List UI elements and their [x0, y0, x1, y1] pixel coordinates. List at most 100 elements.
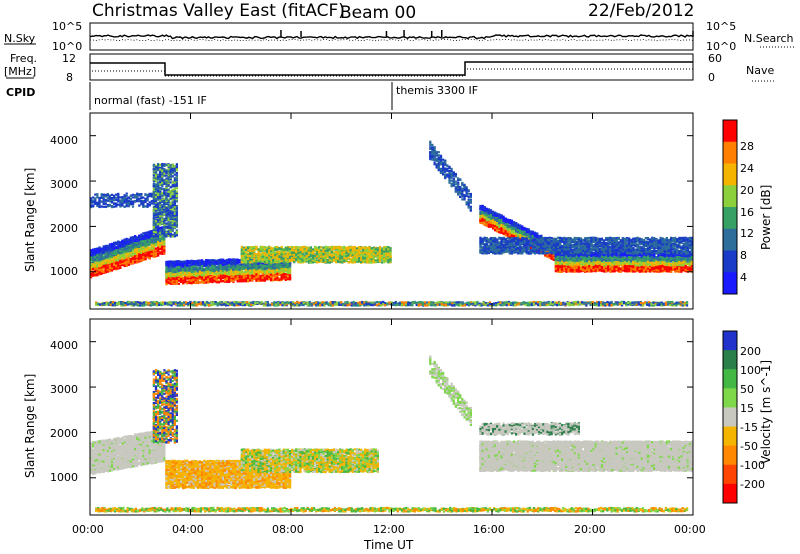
range-gate-cell: [96, 247, 99, 251]
range-gate-cell: [90, 273, 93, 276]
range-gate-cell: [257, 275, 260, 278]
range-gate-cell: [113, 250, 116, 253]
range-gate-cell: [117, 259, 120, 262]
range-gate-cell: [102, 251, 105, 254]
range-gate-cell: [249, 276, 252, 279]
range-gate-cell: [106, 247, 109, 250]
range-gate-cell: [121, 262, 124, 265]
range-gate-cell: [113, 242, 116, 245]
range-gate-cell: [140, 243, 143, 247]
range-gate-cell: [205, 271, 208, 274]
range-gate-cell: [146, 251, 149, 254]
range-gate-cell: [102, 261, 105, 264]
range-gate-cell: [106, 266, 109, 269]
range-gate-cell: [280, 277, 283, 280]
range-gate-cell: [190, 268, 193, 271]
range-gate-cell: [142, 232, 145, 235]
range-gate-cell: [121, 241, 124, 244]
range-gate-cell: [171, 269, 174, 272]
range-gate-cell: [108, 270, 111, 273]
range-gate-cell: [274, 271, 277, 274]
range-gate-cell: [234, 272, 237, 275]
range-gate-cell: [94, 261, 97, 265]
range-gate-cell: [100, 253, 103, 256]
range-gate-cell: [268, 273, 271, 276]
range-gate-cell: [110, 250, 114, 253]
range-gate-cell: [186, 271, 189, 274]
range-gate-cell: [270, 277, 273, 280]
range-gate-cell: [131, 257, 135, 260]
range-gate-cell: [247, 257, 250, 260]
range-gate-cell: [110, 264, 114, 267]
range-gate-cell: [196, 274, 199, 277]
range-gate-cell: [125, 238, 128, 241]
range-gate-cell: [263, 248, 266, 251]
range-gate-cell: [100, 264, 103, 267]
range-gate-cell: [159, 247, 162, 250]
range-gate-cell: [163, 247, 166, 250]
range-gate-cell: [194, 266, 197, 270]
range-gate-cell: [217, 265, 220, 268]
range-gate-cell: [106, 259, 109, 262]
range-gate-cell: [177, 265, 181, 269]
range-gate-cell: [92, 252, 95, 255]
range-gate-cell: [230, 258, 233, 261]
range-gate-cell: [203, 264, 206, 267]
range-gate-cell: [261, 279, 264, 282]
range-gate-cell: [207, 278, 210, 281]
range-gate-cell: [242, 258, 245, 261]
range-gate-cell: [236, 271, 239, 274]
range-gate-cell: [142, 248, 145, 251]
range-gate-cell: [96, 259, 99, 262]
range-gate-cell: [251, 252, 254, 255]
range-gate-cell: [96, 268, 99, 271]
range-gate-cell: [263, 279, 266, 282]
nave-tick-low: 0: [708, 71, 715, 84]
range-gate-cell: [209, 267, 212, 270]
range-gate-cell: [102, 259, 105, 262]
freq-label: Freq.: [10, 52, 37, 65]
range-gate-cell: [123, 240, 126, 243]
range-gate-cell: [213, 272, 216, 275]
range-gate-cell: [184, 276, 187, 279]
range-gate-cell: [169, 272, 172, 275]
range-gate-cell: [92, 258, 95, 261]
range-gate-cell: [121, 260, 124, 263]
range-gate-cell: [157, 228, 160, 231]
range-gate-cell: [115, 259, 118, 262]
range-gate-cell: [127, 246, 130, 249]
range-gate-cell: [136, 255, 139, 258]
range-gate-cell: [247, 279, 250, 282]
range-gate-cell: [177, 275, 181, 278]
range-gate-cell: [240, 258, 243, 261]
range-gate-cell: [115, 264, 118, 267]
range-gate-cell: [263, 257, 266, 260]
range-gate-cell: [134, 248, 137, 251]
range-gate-cell: [96, 263, 99, 267]
range-gate-cell: [278, 267, 281, 270]
range-gate-cell: [121, 239, 124, 243]
range-gate-cell: [104, 264, 107, 267]
range-gate-cell: [152, 250, 155, 253]
range-gate-cell: [247, 276, 250, 279]
range-gate-cell: [247, 260, 250, 263]
range-gate-cell: [240, 248, 243, 251]
range-gate-cell: [167, 267, 170, 270]
range-gate-cell: [113, 248, 116, 251]
range-gate-cell: [131, 262, 135, 265]
range-gate-cell: [232, 262, 235, 265]
range-gate-cell: [150, 255, 153, 258]
range-gate-cell: [272, 275, 275, 278]
range-gate-cell: [163, 240, 166, 244]
range-gate-cell: [150, 235, 153, 239]
range-gate-cell: [142, 245, 145, 248]
range-gate-cell: [152, 252, 155, 255]
range-gate-cell: [240, 279, 243, 282]
range-gate-cell: [180, 271, 183, 274]
range-gate-cell: [211, 259, 214, 262]
range-gate-cell: [184, 267, 187, 270]
range-gate-cell: [144, 248, 147, 251]
range-gate-cell: [268, 265, 271, 269]
range-gate-cell: [232, 264, 235, 267]
range-gate-cell: [140, 238, 143, 241]
